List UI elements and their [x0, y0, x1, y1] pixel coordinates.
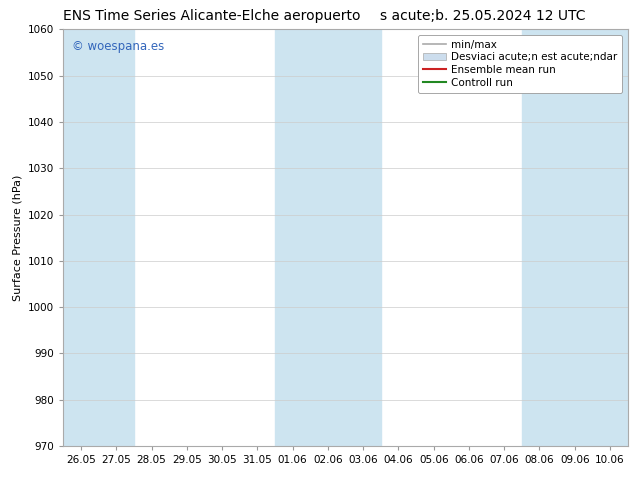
Bar: [63, 29, 134, 446]
Text: s acute;b. 25.05.2024 12 UTC: s acute;b. 25.05.2024 12 UTC: [380, 9, 586, 23]
Y-axis label: Surface Pressure (hPa): Surface Pressure (hPa): [13, 174, 23, 301]
Legend: min/max, Desviaci acute;n est acute;ndar, Ensemble mean run, Controll run: min/max, Desviaci acute;n est acute;ndar…: [418, 35, 623, 93]
Bar: [522, 29, 628, 446]
Bar: [275, 29, 381, 446]
Text: ENS Time Series Alicante-Elche aeropuerto: ENS Time Series Alicante-Elche aeropuert…: [63, 9, 361, 23]
Text: © woespana.es: © woespana.es: [72, 40, 164, 53]
